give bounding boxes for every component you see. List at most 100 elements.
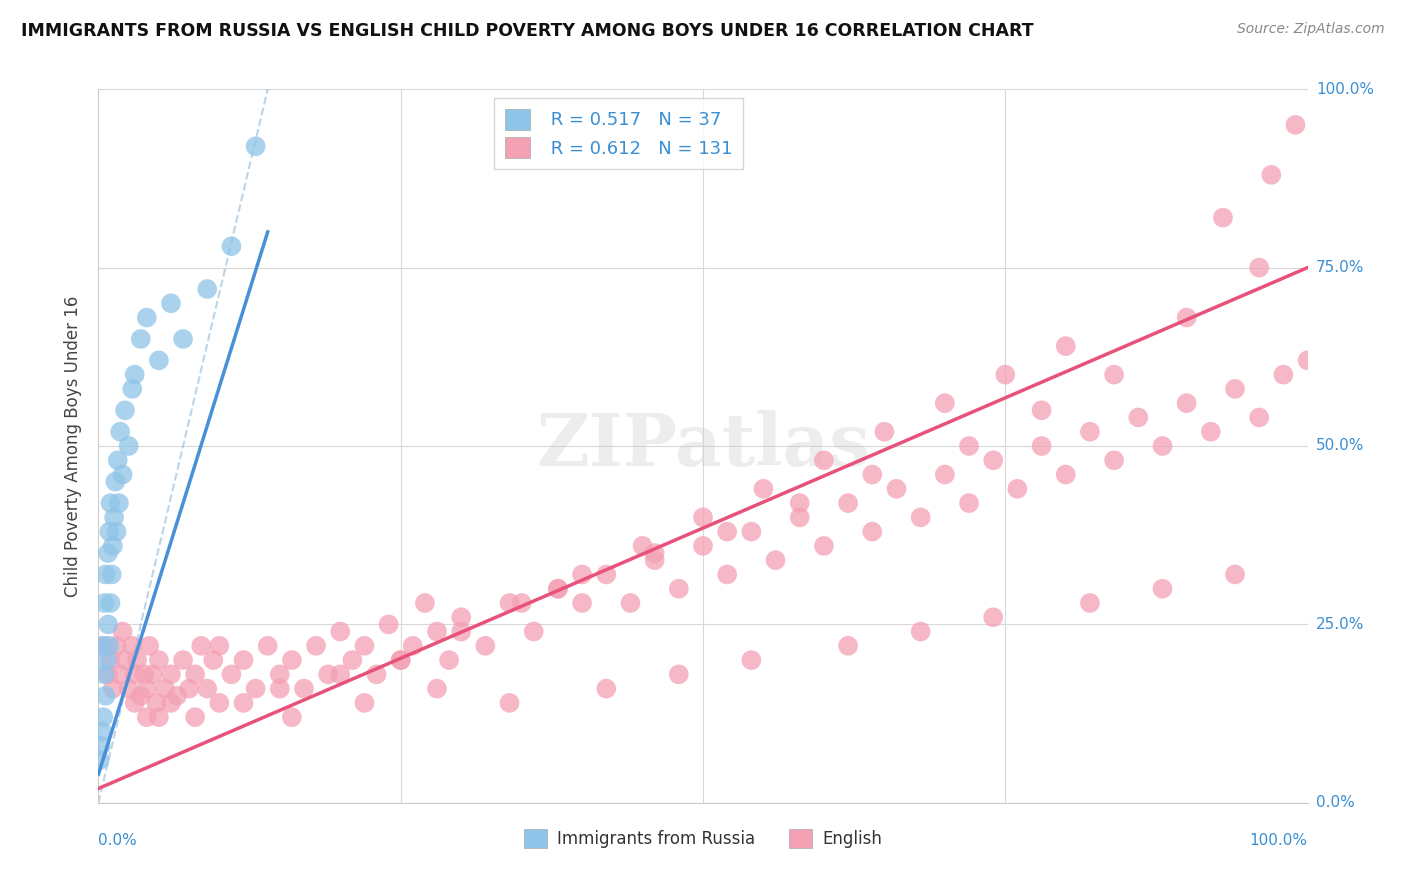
Point [232, 696, 254, 710]
Point [1212, 211, 1234, 225]
Point [281, 653, 304, 667]
Point [1272, 368, 1295, 382]
Point [256, 639, 278, 653]
Point [571, 596, 593, 610]
Text: 100.0%: 100.0% [1250, 833, 1308, 848]
Point [631, 539, 654, 553]
Point [221, 239, 243, 253]
Text: 0.0%: 0.0% [98, 833, 138, 848]
Point [160, 296, 183, 310]
Text: IMMIGRANTS FROM RUSSIA VS ENGLISH CHILD POVERTY AMONG BOYS UNDER 16 CORRELATION : IMMIGRANTS FROM RUSSIA VS ENGLISH CHILD … [21, 22, 1033, 40]
Point [105, 524, 128, 539]
Point [547, 582, 569, 596]
Point [1031, 439, 1053, 453]
Point [716, 567, 738, 582]
Point [450, 624, 472, 639]
Point [413, 596, 436, 610]
Point [353, 639, 375, 653]
Point [1152, 439, 1174, 453]
Point [94, 567, 117, 582]
Point [245, 139, 267, 153]
Point [232, 653, 254, 667]
Point [1152, 582, 1174, 596]
Point [142, 667, 165, 681]
Point [910, 510, 932, 524]
Point [1223, 567, 1246, 582]
Point [172, 332, 194, 346]
Point [740, 524, 762, 539]
Point [1128, 410, 1150, 425]
Point [813, 453, 835, 467]
Point [377, 617, 399, 632]
Point [138, 639, 160, 653]
Point [1054, 467, 1077, 482]
Point [97, 667, 120, 681]
Point [353, 696, 375, 710]
Point [547, 582, 569, 596]
Point [1054, 339, 1077, 353]
Point [97, 546, 120, 560]
Point [765, 553, 787, 567]
Point [202, 653, 225, 667]
Point [221, 667, 243, 681]
Point [437, 653, 460, 667]
Point [148, 353, 170, 368]
Point [100, 653, 122, 667]
Point [1078, 425, 1101, 439]
Point [752, 482, 775, 496]
Point [166, 689, 188, 703]
Point [129, 332, 152, 346]
Point [108, 496, 131, 510]
Point [389, 653, 412, 667]
Point [1102, 453, 1125, 467]
Point [934, 396, 956, 410]
Point [114, 403, 136, 417]
Point [108, 667, 131, 681]
Point [957, 439, 980, 453]
Point [860, 524, 883, 539]
Point [93, 596, 115, 610]
Point [100, 496, 122, 510]
Point [135, 681, 157, 696]
Point [305, 639, 328, 653]
Point [269, 681, 291, 696]
Point [1249, 260, 1271, 275]
Point [89, 753, 111, 767]
Text: ZIPatlas: ZIPatlas [536, 410, 870, 482]
Point [426, 681, 449, 696]
Point [1007, 482, 1029, 496]
Point [281, 710, 304, 724]
Point [316, 667, 339, 681]
Point [148, 653, 170, 667]
Point [1296, 353, 1319, 368]
Point [644, 553, 666, 567]
Point [103, 510, 125, 524]
Point [644, 546, 666, 560]
Point [121, 382, 143, 396]
Point [1175, 310, 1198, 325]
Point [389, 653, 412, 667]
Point [1260, 168, 1282, 182]
Point [1284, 118, 1306, 132]
Point [184, 710, 207, 724]
Point [813, 539, 835, 553]
Point [1031, 403, 1053, 417]
Point [114, 653, 136, 667]
Point [886, 482, 908, 496]
Point [134, 667, 156, 681]
Point [148, 710, 170, 724]
Point [498, 696, 520, 710]
Point [90, 739, 112, 753]
Point [619, 596, 641, 610]
Point [135, 310, 157, 325]
Point [160, 667, 183, 681]
Point [269, 667, 291, 681]
Point [108, 425, 131, 439]
Point [91, 639, 114, 653]
Point [98, 639, 121, 653]
Point [692, 510, 714, 524]
Point [118, 439, 141, 453]
Point [595, 681, 617, 696]
Point [668, 667, 690, 681]
Point [100, 567, 122, 582]
